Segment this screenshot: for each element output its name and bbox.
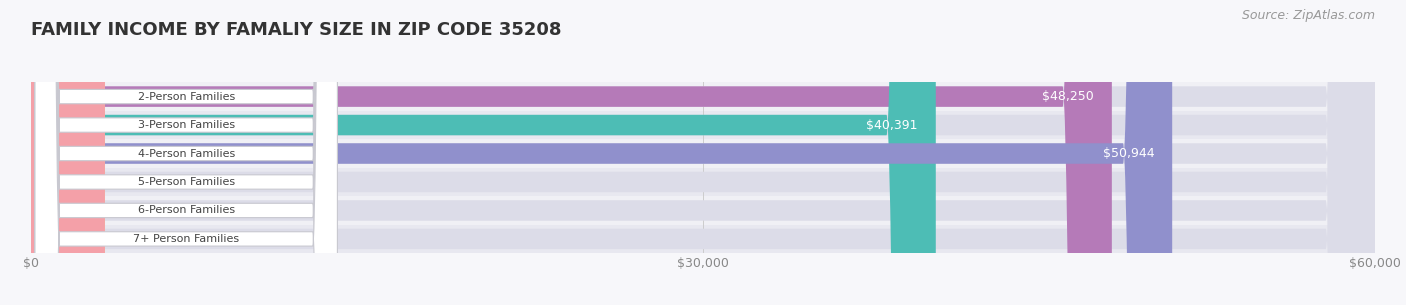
- Text: $0: $0: [125, 204, 141, 217]
- FancyBboxPatch shape: [31, 0, 105, 305]
- FancyBboxPatch shape: [31, 139, 1375, 168]
- FancyBboxPatch shape: [31, 111, 1375, 139]
- Text: $0: $0: [125, 232, 141, 246]
- FancyBboxPatch shape: [35, 0, 337, 305]
- FancyBboxPatch shape: [31, 0, 1173, 305]
- FancyBboxPatch shape: [31, 0, 105, 305]
- FancyBboxPatch shape: [31, 196, 1375, 225]
- FancyBboxPatch shape: [31, 0, 1375, 305]
- Text: $0: $0: [125, 175, 141, 188]
- Text: Source: ZipAtlas.com: Source: ZipAtlas.com: [1241, 9, 1375, 22]
- FancyBboxPatch shape: [31, 82, 1375, 111]
- Text: 4-Person Families: 4-Person Families: [138, 149, 235, 159]
- FancyBboxPatch shape: [35, 0, 337, 305]
- FancyBboxPatch shape: [31, 0, 1375, 305]
- FancyBboxPatch shape: [31, 0, 1112, 305]
- FancyBboxPatch shape: [35, 0, 337, 305]
- FancyBboxPatch shape: [31, 168, 1375, 196]
- Text: 7+ Person Families: 7+ Person Families: [134, 234, 239, 244]
- FancyBboxPatch shape: [31, 225, 1375, 253]
- Text: 6-Person Families: 6-Person Families: [138, 206, 235, 215]
- FancyBboxPatch shape: [31, 0, 1375, 305]
- FancyBboxPatch shape: [35, 0, 337, 305]
- Text: $50,944: $50,944: [1102, 147, 1154, 160]
- Text: 2-Person Families: 2-Person Families: [138, 92, 235, 102]
- Text: $48,250: $48,250: [1042, 90, 1094, 103]
- FancyBboxPatch shape: [31, 0, 1375, 305]
- FancyBboxPatch shape: [31, 0, 1375, 305]
- FancyBboxPatch shape: [31, 0, 1375, 305]
- FancyBboxPatch shape: [31, 0, 936, 305]
- FancyBboxPatch shape: [31, 0, 105, 305]
- Text: FAMILY INCOME BY FAMALIY SIZE IN ZIP CODE 35208: FAMILY INCOME BY FAMALIY SIZE IN ZIP COD…: [31, 21, 561, 39]
- Text: 5-Person Families: 5-Person Families: [138, 177, 235, 187]
- Text: $40,391: $40,391: [866, 119, 918, 131]
- Text: 3-Person Families: 3-Person Families: [138, 120, 235, 130]
- FancyBboxPatch shape: [35, 0, 337, 305]
- FancyBboxPatch shape: [35, 0, 337, 305]
